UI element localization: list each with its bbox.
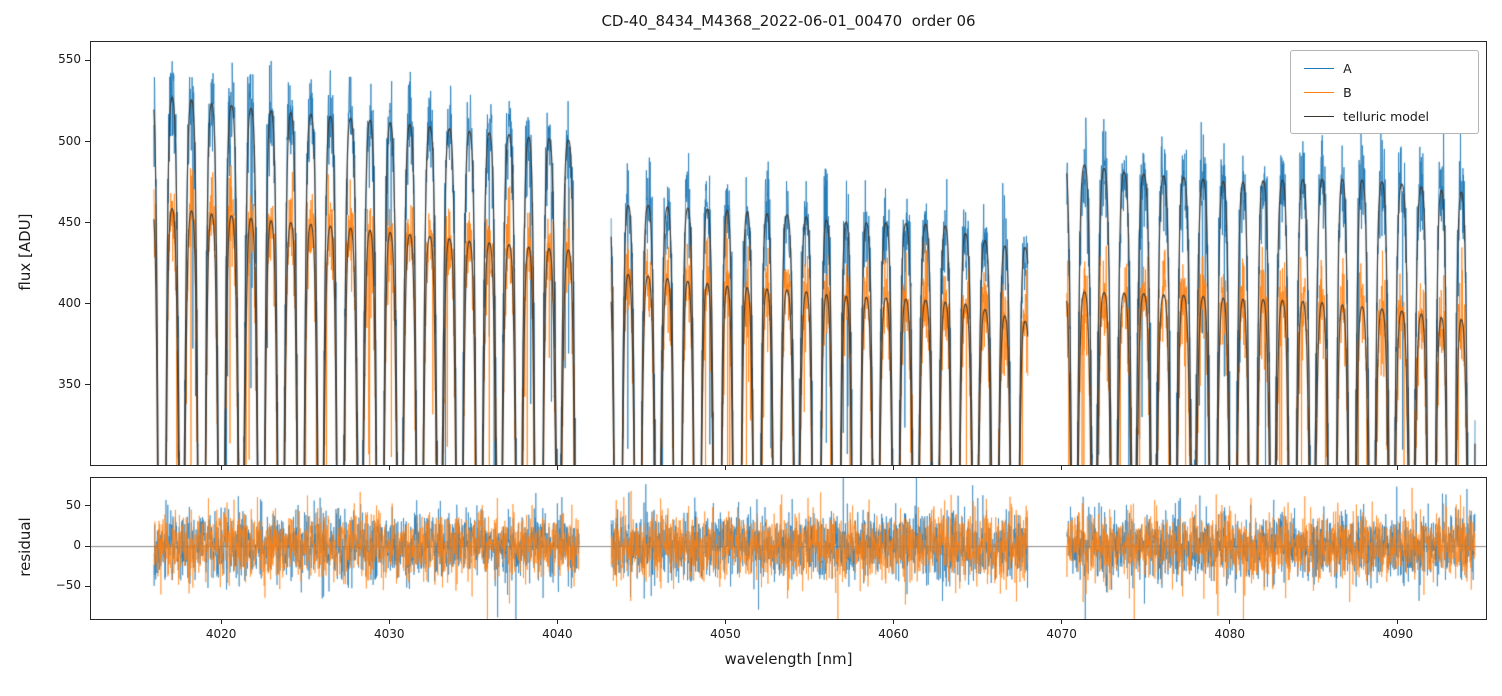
y-tick-label: 500 bbox=[58, 133, 81, 148]
x-tick-label: 4090 bbox=[1382, 627, 1414, 641]
y-tick-label: 550 bbox=[58, 52, 81, 67]
y-tick-label: 450 bbox=[58, 214, 81, 229]
legend-item: A bbox=[1300, 56, 1469, 80]
x-tick-label: 4030 bbox=[373, 627, 405, 641]
legend-label: B bbox=[1343, 84, 1352, 100]
x-axis-label: wavelength [nm] bbox=[724, 650, 853, 668]
legend: A B telluric model bbox=[1290, 50, 1479, 134]
x-tick-mark bbox=[220, 620, 222, 624]
y-tick-label: 0 bbox=[73, 538, 81, 553]
y-tick-mark bbox=[85, 384, 90, 386]
x-tick-mark bbox=[556, 620, 558, 624]
y-tick-label: 350 bbox=[58, 376, 81, 391]
x-tick-label: 4040 bbox=[542, 627, 573, 641]
x-tick-mark bbox=[724, 620, 726, 624]
x-tick-mark bbox=[893, 466, 895, 470]
y-tick-mark bbox=[85, 303, 90, 305]
y-tick-mark bbox=[85, 505, 90, 507]
x-tick-label: 4050 bbox=[710, 627, 741, 641]
y-tick-mark bbox=[85, 545, 90, 547]
y-tick-label: 50 bbox=[65, 497, 81, 512]
x-tick-mark bbox=[1061, 620, 1063, 624]
flux-plot-canvas bbox=[90, 41, 1487, 466]
y-tick-mark bbox=[85, 585, 90, 587]
legend-label: A bbox=[1343, 60, 1352, 76]
x-tick-label: 4070 bbox=[1046, 627, 1077, 641]
y-tick-mark bbox=[85, 222, 90, 224]
x-tick-mark bbox=[893, 620, 895, 624]
y-tick-mark bbox=[85, 59, 90, 61]
y-tick-label: 400 bbox=[58, 295, 81, 310]
x-tick-mark bbox=[556, 466, 558, 470]
residual-plot-canvas bbox=[90, 477, 1487, 620]
legend-item: telluric model bbox=[1300, 104, 1469, 128]
legend-item: B bbox=[1300, 80, 1469, 104]
x-tick-mark bbox=[220, 466, 222, 470]
x-tick-label: 4060 bbox=[878, 627, 909, 641]
x-tick-mark bbox=[388, 620, 390, 624]
flux-y-axis-label: flux [ADU] bbox=[16, 213, 34, 291]
series-b-line-sample bbox=[1304, 91, 1335, 93]
legend-label: telluric model bbox=[1343, 108, 1429, 124]
x-tick-mark bbox=[1397, 620, 1399, 624]
x-tick-mark bbox=[1229, 466, 1231, 470]
x-tick-mark bbox=[1229, 620, 1231, 624]
chart-title: CD-40_8434_M4368_2022-06-01_00470 order … bbox=[601, 12, 976, 30]
residual-y-axis-label: residual bbox=[16, 517, 34, 577]
telluric-model-line-sample bbox=[1304, 115, 1335, 117]
y-tick-mark bbox=[85, 141, 90, 143]
x-tick-mark bbox=[724, 466, 726, 470]
y-tick-label: −50 bbox=[55, 578, 81, 593]
x-tick-label: 4020 bbox=[205, 627, 237, 641]
series-a-line-sample bbox=[1304, 67, 1335, 69]
x-tick-mark bbox=[1061, 466, 1063, 470]
x-tick-mark bbox=[388, 466, 390, 470]
x-tick-label: 4080 bbox=[1214, 627, 1246, 641]
x-tick-mark bbox=[1397, 466, 1399, 470]
